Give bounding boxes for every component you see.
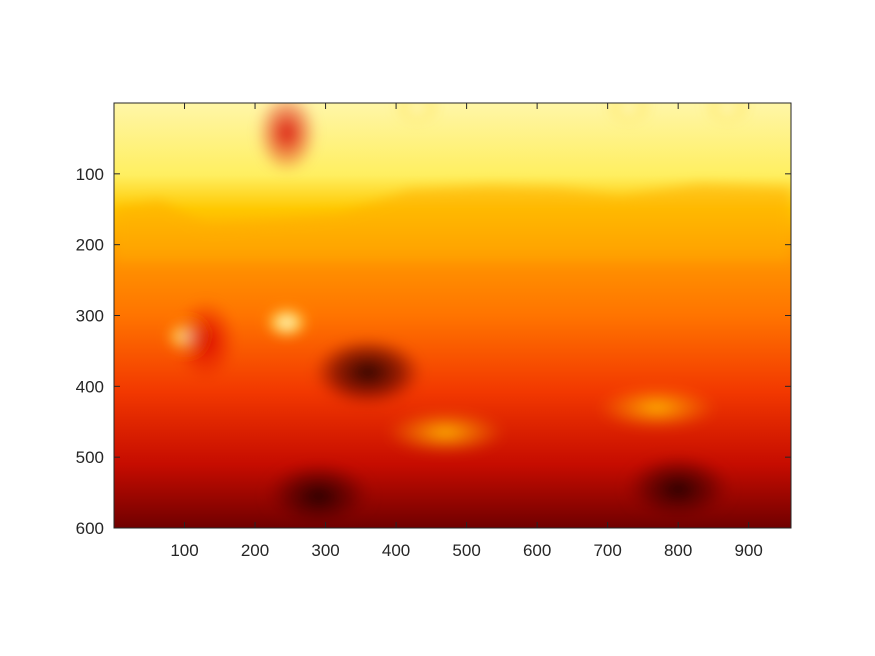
x-axis: 100 200 300 400 500 600 700 800 900 bbox=[170, 103, 763, 560]
heat-feature-2 bbox=[705, 103, 750, 123]
y-tick-label: 300 bbox=[76, 307, 104, 326]
plot-area bbox=[114, 103, 791, 528]
heat-feature-10 bbox=[623, 455, 734, 524]
heat-feature-7 bbox=[175, 300, 236, 381]
y-tick-label: 500 bbox=[76, 448, 104, 467]
y-tick-label: 400 bbox=[76, 377, 104, 396]
y-axis: 100 200 300 400 500 600 bbox=[76, 165, 791, 538]
x-tick-label: 100 bbox=[170, 541, 198, 560]
heat-feature-6 bbox=[385, 410, 506, 455]
heat-feature-11 bbox=[597, 385, 718, 430]
heat-feature-9 bbox=[263, 462, 374, 528]
x-tick-label: 700 bbox=[593, 541, 621, 560]
heat-feature-3 bbox=[256, 103, 317, 173]
y-tick-label: 600 bbox=[76, 519, 104, 538]
x-tick-label: 400 bbox=[382, 541, 410, 560]
x-tick-label: 200 bbox=[241, 541, 269, 560]
y-tick-label: 200 bbox=[76, 236, 104, 255]
heatmap-features bbox=[166, 103, 750, 528]
heat-feature-5 bbox=[264, 306, 309, 339]
x-tick-label: 900 bbox=[735, 541, 763, 560]
heat-feature-8 bbox=[312, 338, 423, 407]
x-tick-label: 300 bbox=[311, 541, 339, 560]
heatmap-ridge-band bbox=[114, 184, 791, 260]
y-tick-label: 100 bbox=[76, 165, 104, 184]
heat-feature-1 bbox=[606, 103, 651, 123]
x-tick-label: 600 bbox=[523, 541, 551, 560]
heat-feature-0 bbox=[395, 103, 440, 123]
x-tick-label: 800 bbox=[664, 541, 692, 560]
x-tick-label: 500 bbox=[452, 541, 480, 560]
